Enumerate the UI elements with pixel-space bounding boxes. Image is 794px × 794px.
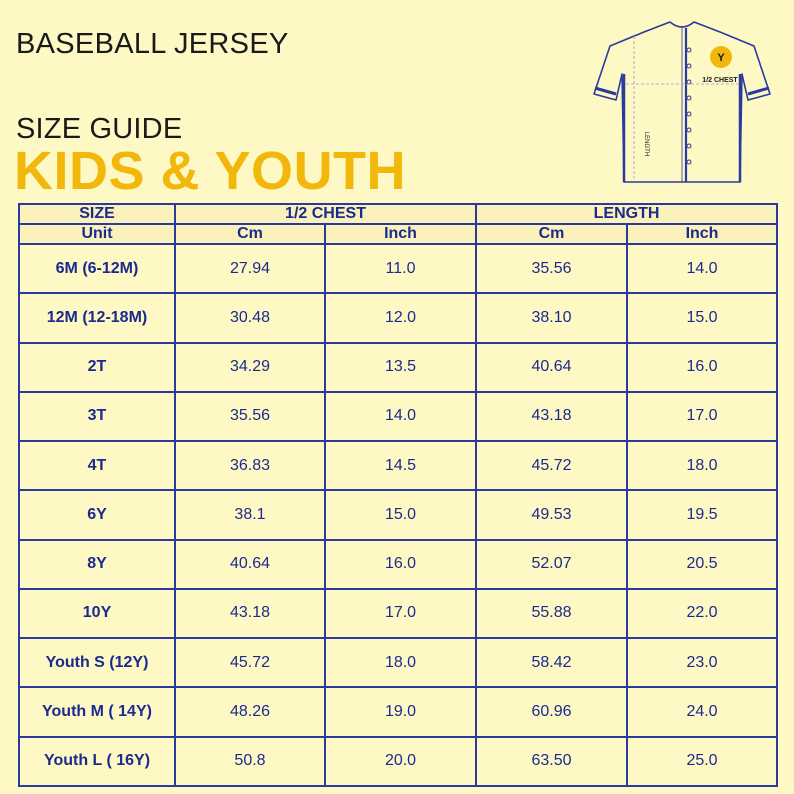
size-chart-table: SIZE 1/2 CHEST LENGTH Unit Cm Inch Cm In… [18, 203, 779, 788]
length-cm-cell: 58.42 [475, 637, 629, 689]
chest-inch-cell: 11.0 [323, 242, 478, 295]
size-cell: Youth S (12Y) [18, 637, 176, 689]
table-row: 3T 35.56 14.0 43.18 17.0 [18, 390, 779, 443]
chest-inch-cell: 14.5 [323, 440, 478, 492]
chest-measure-label: 1/2 CHEST [702, 77, 738, 84]
length-inch-cell: 17.0 [626, 390, 779, 443]
chest-cm-cell: 45.72 [174, 637, 326, 689]
table-row: Youth S (12Y) 45.72 18.0 58.42 23.0 [18, 637, 779, 689]
table-row: 10Y 43.18 17.0 55.88 22.0 [18, 587, 779, 640]
table-row: 6Y 38.1 15.0 49.53 19.5 [18, 489, 779, 541]
length-cm-cell: 60.96 [475, 686, 629, 738]
unit-chest-cm: Cm [174, 223, 326, 245]
size-cell: Youth M ( 14Y) [18, 686, 176, 738]
chest-cm-cell: 36.83 [174, 440, 326, 492]
column-header-chest: 1/2 CHEST [173, 203, 478, 225]
size-cell: 6Y [18, 489, 176, 541]
length-inch-cell: 18.0 [626, 440, 779, 492]
chest-inch-cell: 20.0 [323, 735, 478, 788]
table-row: Youth L ( 16Y) 50.8 20.0 63.50 25.0 [18, 735, 779, 788]
size-cell: 3T [18, 390, 176, 443]
length-cm-cell: 52.07 [475, 538, 629, 590]
chest-cm-cell: 38.1 [174, 489, 326, 541]
length-inch-cell: 24.0 [626, 686, 779, 738]
logo-icon: Y [710, 46, 732, 68]
chest-inch-cell: 14.0 [323, 390, 478, 443]
page-headline: KIDS & YOUTH [14, 141, 407, 201]
column-header-length: LENGTH [475, 203, 779, 225]
chest-inch-cell: 13.5 [323, 341, 478, 393]
chest-cm-cell: 40.64 [174, 538, 326, 590]
length-inch-cell: 25.0 [626, 735, 779, 788]
size-cell: 8Y [18, 538, 176, 590]
size-cell: Youth L ( 16Y) [18, 735, 176, 788]
length-cm-cell: 35.56 [475, 242, 629, 295]
chest-inch-cell: 12.0 [323, 292, 478, 344]
length-cm-cell: 45.72 [475, 440, 629, 492]
table-row: 8Y 40.64 16.0 52.07 20.5 [18, 538, 779, 590]
chest-cm-cell: 27.94 [174, 242, 326, 295]
chest-inch-cell: 19.0 [323, 686, 478, 738]
unit-chest-inch: Inch [323, 223, 478, 245]
column-header-size: SIZE [18, 203, 176, 225]
chest-cm-cell: 43.18 [174, 587, 326, 640]
unit-length-inch: Inch [626, 223, 779, 245]
length-cm-cell: 63.50 [475, 735, 629, 788]
length-cm-cell: 43.18 [475, 390, 629, 443]
length-inch-cell: 22.0 [626, 587, 779, 640]
size-cell: 6M (6-12M) [18, 242, 176, 295]
length-inch-cell: 23.0 [626, 637, 779, 689]
length-cm-cell: 38.10 [475, 292, 629, 344]
size-cell: 2T [18, 341, 176, 393]
chest-cm-cell: 35.56 [174, 390, 326, 443]
table-row: 12M (12-18M) 30.48 12.0 38.10 15.0 [18, 292, 779, 344]
chest-inch-cell: 16.0 [323, 538, 478, 590]
logo-text: Y [717, 52, 725, 64]
table-row: 6M (6-12M) 27.94 11.0 35.56 14.0 [18, 242, 779, 295]
length-inch-cell: 14.0 [626, 242, 779, 295]
chest-cm-cell: 50.8 [174, 735, 326, 788]
length-cm-cell: 49.53 [475, 489, 629, 541]
chest-cm-cell: 30.48 [174, 292, 326, 344]
unit-label: Unit [18, 223, 176, 245]
size-cell: 10Y [18, 587, 176, 640]
chest-cm-cell: 48.26 [174, 686, 326, 738]
size-cell: 4T [18, 440, 176, 492]
chest-inch-cell: 18.0 [323, 637, 478, 689]
length-inch-cell: 20.5 [626, 538, 779, 590]
page-subtitle: SIZE GUIDE [16, 113, 183, 145]
size-cell: 12M (12-18M) [18, 292, 176, 344]
chest-cm-cell: 34.29 [174, 341, 326, 393]
chest-inch-cell: 17.0 [323, 587, 478, 640]
length-measure-label: LENGTH [643, 132, 649, 156]
length-inch-cell: 19.5 [626, 489, 779, 541]
unit-length-cm: Cm [475, 223, 629, 245]
length-cm-cell: 55.88 [475, 587, 629, 640]
page-title: BASEBALL JERSEY [16, 28, 289, 60]
length-cm-cell: 40.64 [475, 341, 629, 393]
table-row: 4T 36.83 14.5 45.72 18.0 [18, 440, 779, 492]
table-row: 2T 34.29 13.5 40.64 16.0 [18, 341, 779, 393]
length-inch-cell: 16.0 [626, 341, 779, 393]
jersey-diagram: Y 1/2 CHEST LENGTH [593, 21, 771, 183]
chest-inch-cell: 15.0 [323, 489, 478, 541]
length-inch-cell: 15.0 [626, 292, 779, 344]
table-row: Youth M ( 14Y) 48.26 19.0 60.96 24.0 [18, 686, 779, 738]
